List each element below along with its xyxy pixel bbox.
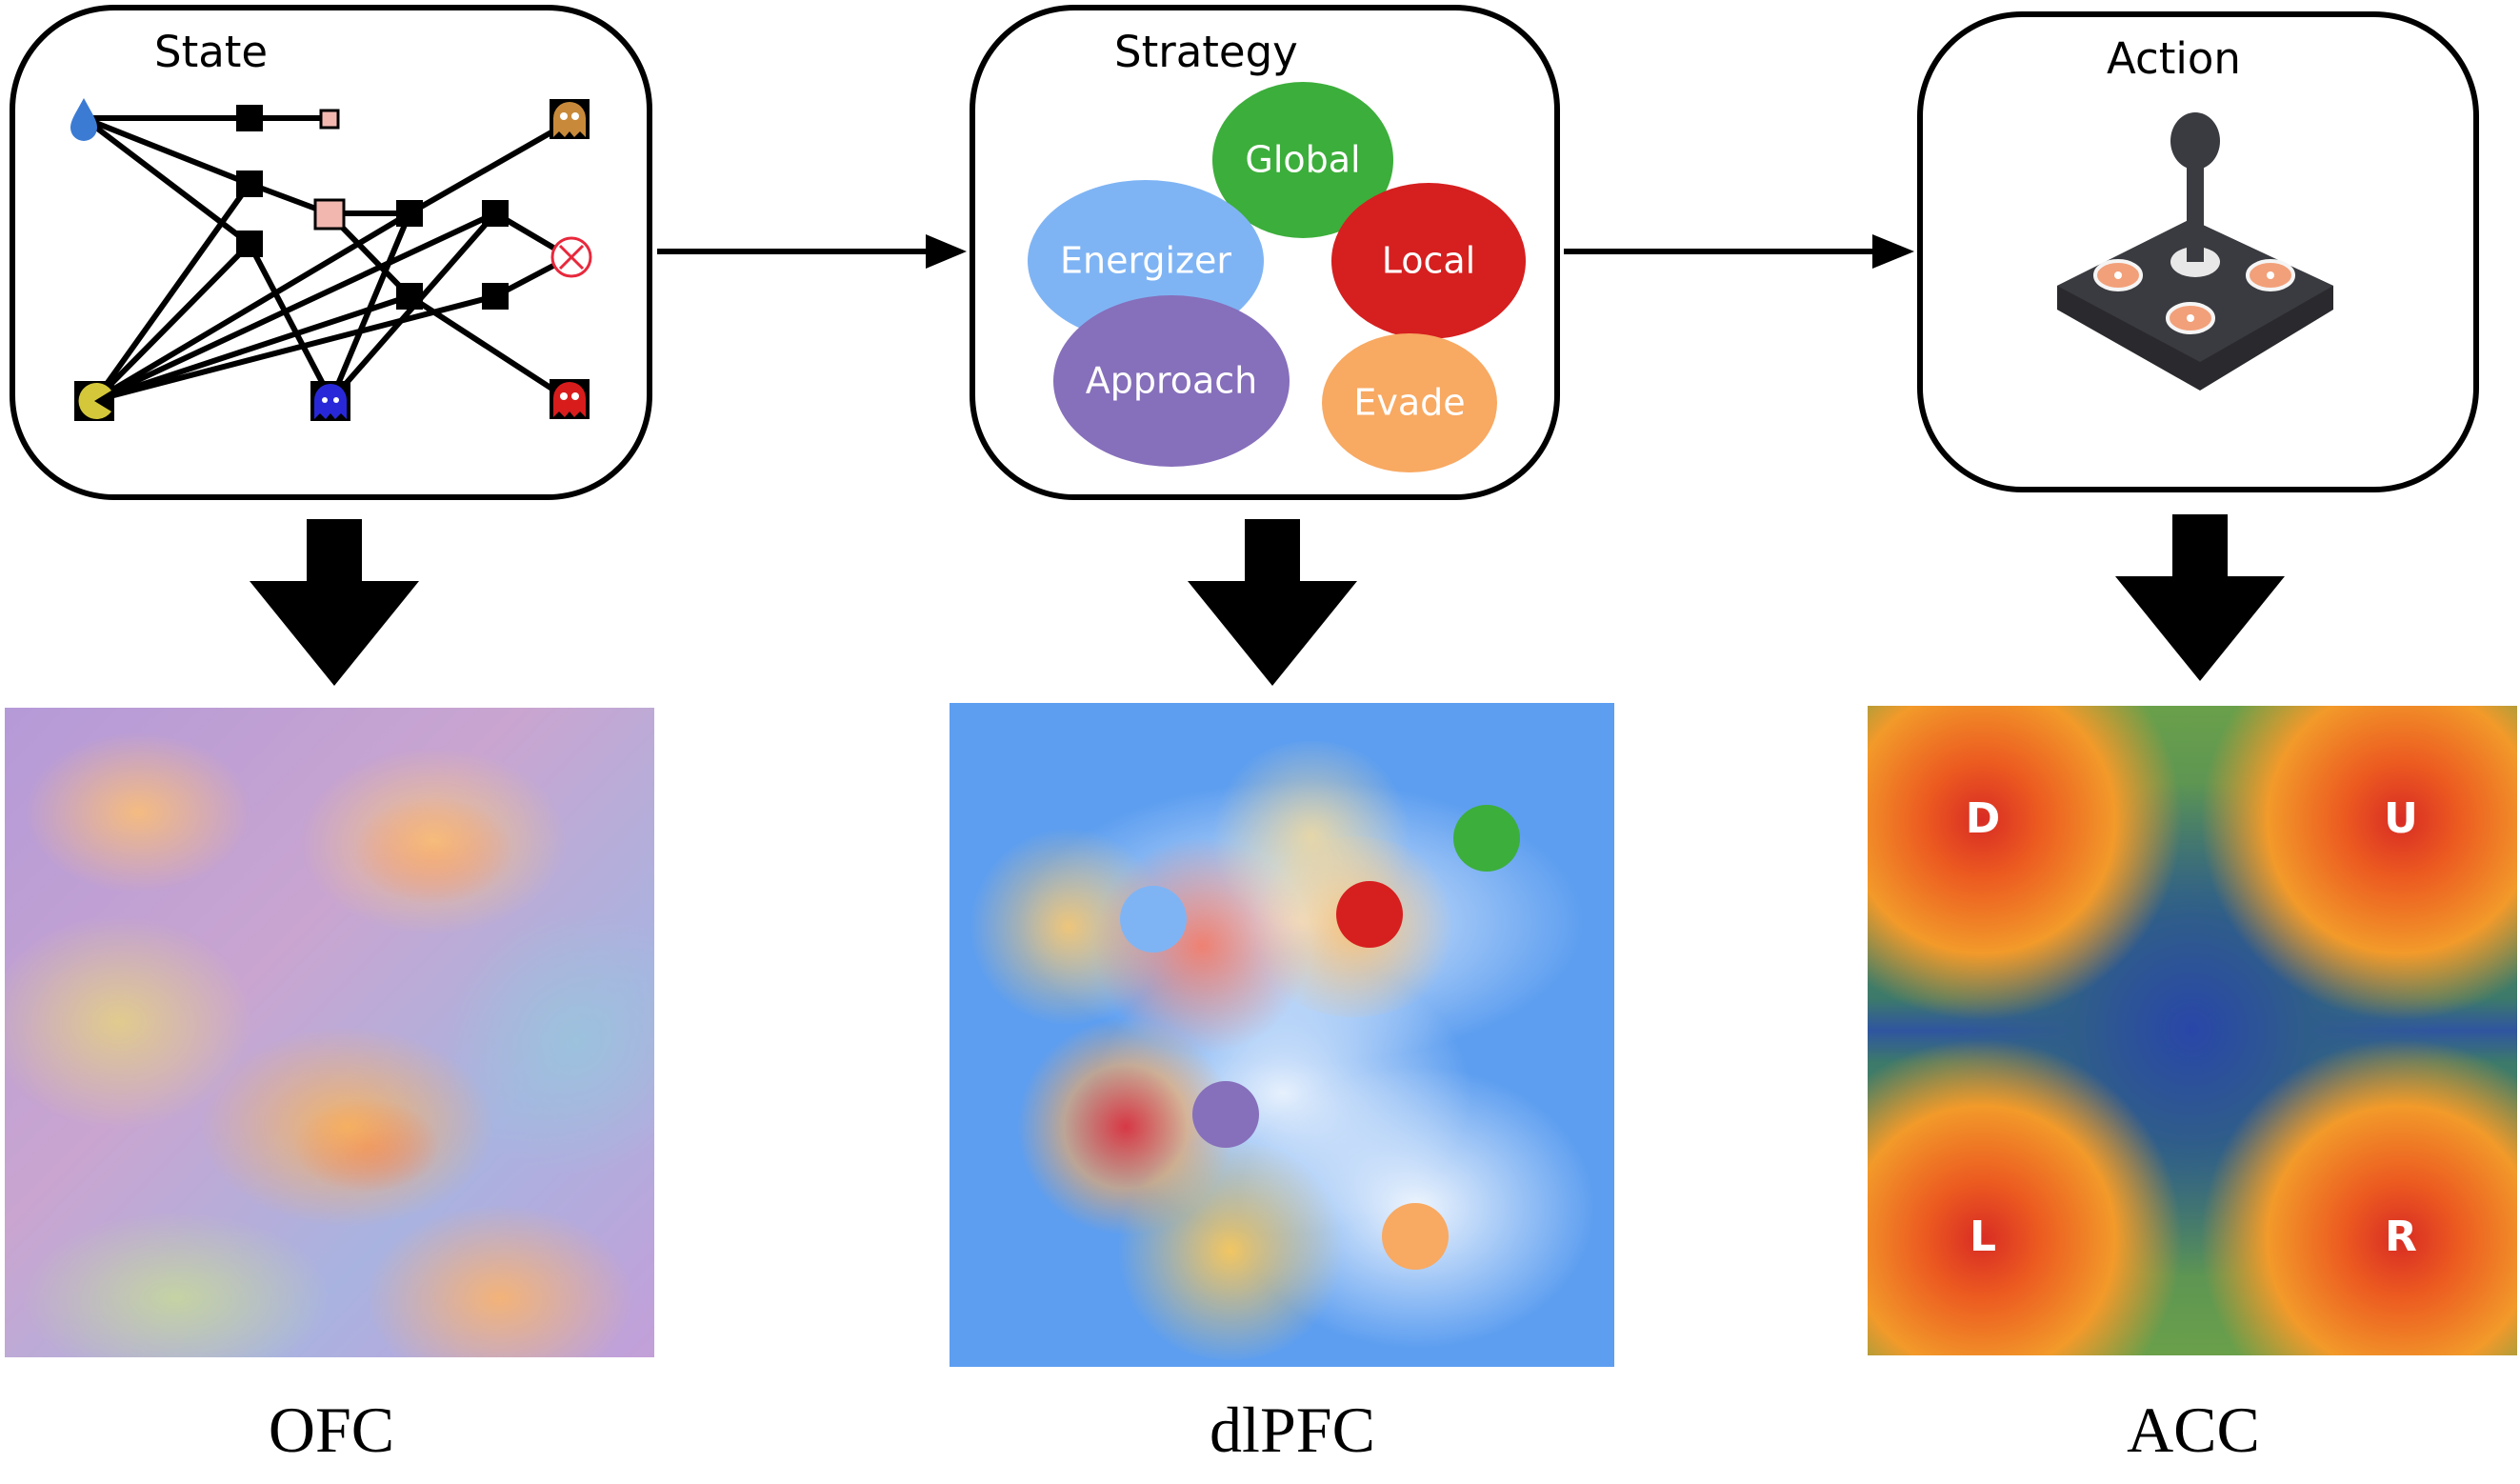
action-title: Action (2107, 33, 2241, 84)
strategy-title: Strategy (1114, 27, 1298, 77)
acc-label: ACC (2127, 1394, 2260, 1466)
target-x-icon (550, 236, 592, 278)
energizer-drop-icon (70, 98, 97, 141)
bubble-evade-label: Evade (1353, 382, 1465, 424)
red-ghost-icon (550, 379, 590, 419)
state-title: State (154, 27, 269, 77)
down-arrow-state (250, 519, 419, 686)
pacman-icon (74, 381, 114, 421)
action-letter-l: L (1970, 1213, 1996, 1261)
strategy-to-action-arrow (1564, 234, 1914, 269)
bubble-energizer-label: Energizer (1060, 240, 1231, 282)
dlpfc-label: dlPFC (1210, 1394, 1375, 1466)
down-arrow-strategy (1188, 519, 1357, 686)
dot-evade (1382, 1203, 1449, 1270)
orange-ghost-icon (550, 99, 590, 139)
bubble-approach: Approach (1053, 295, 1290, 467)
bubble-local: Local (1331, 183, 1526, 339)
joystick-icon (2057, 112, 2333, 391)
action-letter-u: U (2384, 794, 2418, 843)
action-letter-d: D (1966, 794, 2001, 843)
bubble-global: Global (1212, 82, 1393, 238)
ofc-label: OFC (268, 1394, 395, 1466)
blue-ghost-icon (310, 381, 350, 421)
dot-approach (1192, 1081, 1259, 1148)
ofc-map (5, 708, 654, 1357)
dot-local (1336, 881, 1403, 948)
state-to-strategy-arrow (657, 234, 967, 269)
bubble-evade: Evade (1322, 333, 1497, 472)
dot-global (1453, 805, 1520, 872)
acc-map (1868, 706, 2517, 1355)
bubble-global-label: Global (1245, 139, 1360, 181)
bubble-approach-label: Approach (1086, 360, 1258, 402)
dot-energizer (1120, 886, 1187, 953)
action-letter-r: R (2385, 1213, 2417, 1261)
bubble-local-label: Local (1382, 240, 1476, 282)
down-arrow-action (2115, 514, 2285, 681)
